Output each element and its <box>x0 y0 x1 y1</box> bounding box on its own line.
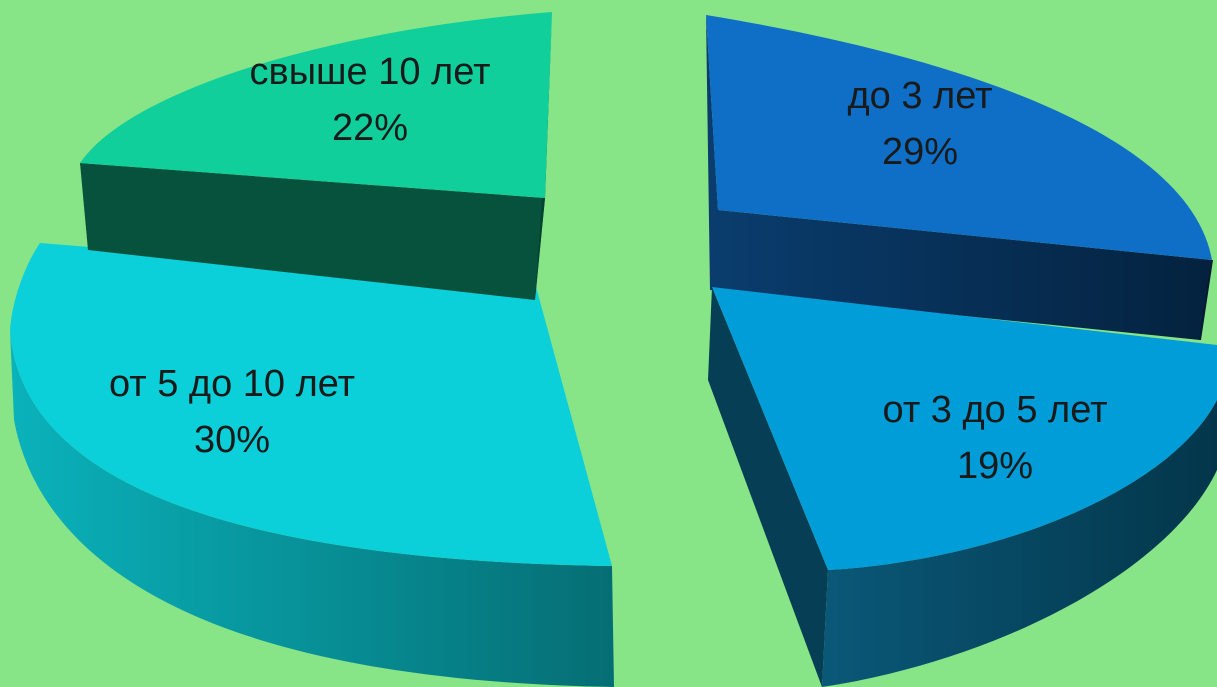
slice-label-1-value: 19% <box>957 445 1033 487</box>
slice-label-3-name: свыше 10 лет <box>250 51 491 93</box>
slice-1-side-outer <box>822 400 1217 687</box>
slice-label-1-name: от 3 до 5 лет <box>883 389 1108 431</box>
slice-label-3-value: 22% <box>332 107 408 149</box>
slice-label-2-name: от 5 до 10 лет <box>109 363 355 405</box>
pie-slice-1 <box>708 287 1217 687</box>
slice-label-2-value: 30% <box>194 419 270 461</box>
slice-0-side <box>706 15 1212 340</box>
slice-0-top <box>706 15 1212 260</box>
slice-1-top <box>712 287 1217 570</box>
pie-slice-0 <box>706 15 1213 341</box>
slice-2-top <box>10 243 612 566</box>
slice-label-0-name: до 3 лет <box>847 75 992 117</box>
slice-label-0-value: 29% <box>882 131 958 173</box>
slice-3-side-front <box>80 163 545 300</box>
slice-1-side-inner <box>708 287 828 687</box>
pie-slice-3 <box>80 12 552 300</box>
slice-2-side <box>10 330 614 687</box>
slice-0-rim <box>1199 259 1213 341</box>
slice-3-top <box>80 12 552 198</box>
pie-slice-2 <box>10 243 614 687</box>
